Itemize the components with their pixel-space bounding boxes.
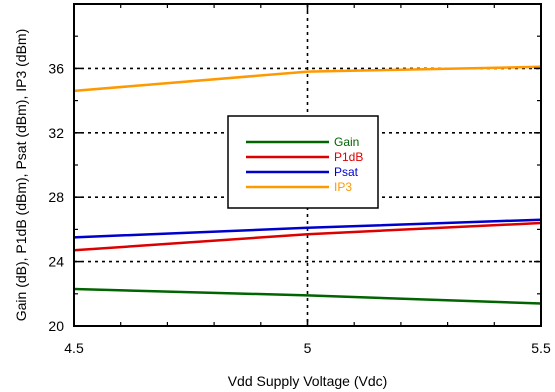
x-tick-label: 5 [304, 340, 312, 356]
y-tick-label: 28 [48, 189, 64, 205]
x-tick-label: 4.5 [64, 340, 84, 356]
legend-label-p1db: P1dB [334, 150, 363, 164]
y-axis-title: Gain (dB), P1dB (dBm), Psat (dBm), IP3 (… [13, 29, 29, 322]
y-tick-label: 32 [48, 125, 64, 141]
y-tick-labels: 20 24 28 32 36 [48, 60, 64, 334]
y-tick-label: 20 [48, 318, 64, 334]
legend-label-gain: Gain [334, 135, 359, 149]
x-tick-labels: 4.5 5 5.5 [64, 340, 551, 356]
series-lines [73, 65, 542, 305]
legend-box [227, 115, 379, 209]
legend-label-psat: Psat [334, 165, 359, 179]
series-line-gain [73, 287, 542, 305]
x-tick-label: 5.5 [531, 340, 551, 356]
series-line-p1db [73, 221, 542, 252]
y-tick-label: 24 [48, 254, 64, 270]
axis-ticks [73, 4, 542, 327]
series-line-ip3 [73, 65, 542, 93]
x-axis-title: Vdd Supply Voltage (Vdc) [228, 373, 388, 389]
y-tick-label: 36 [48, 60, 64, 76]
series-line-psat [73, 218, 542, 239]
legend-label-ip3: IP3 [334, 180, 352, 194]
